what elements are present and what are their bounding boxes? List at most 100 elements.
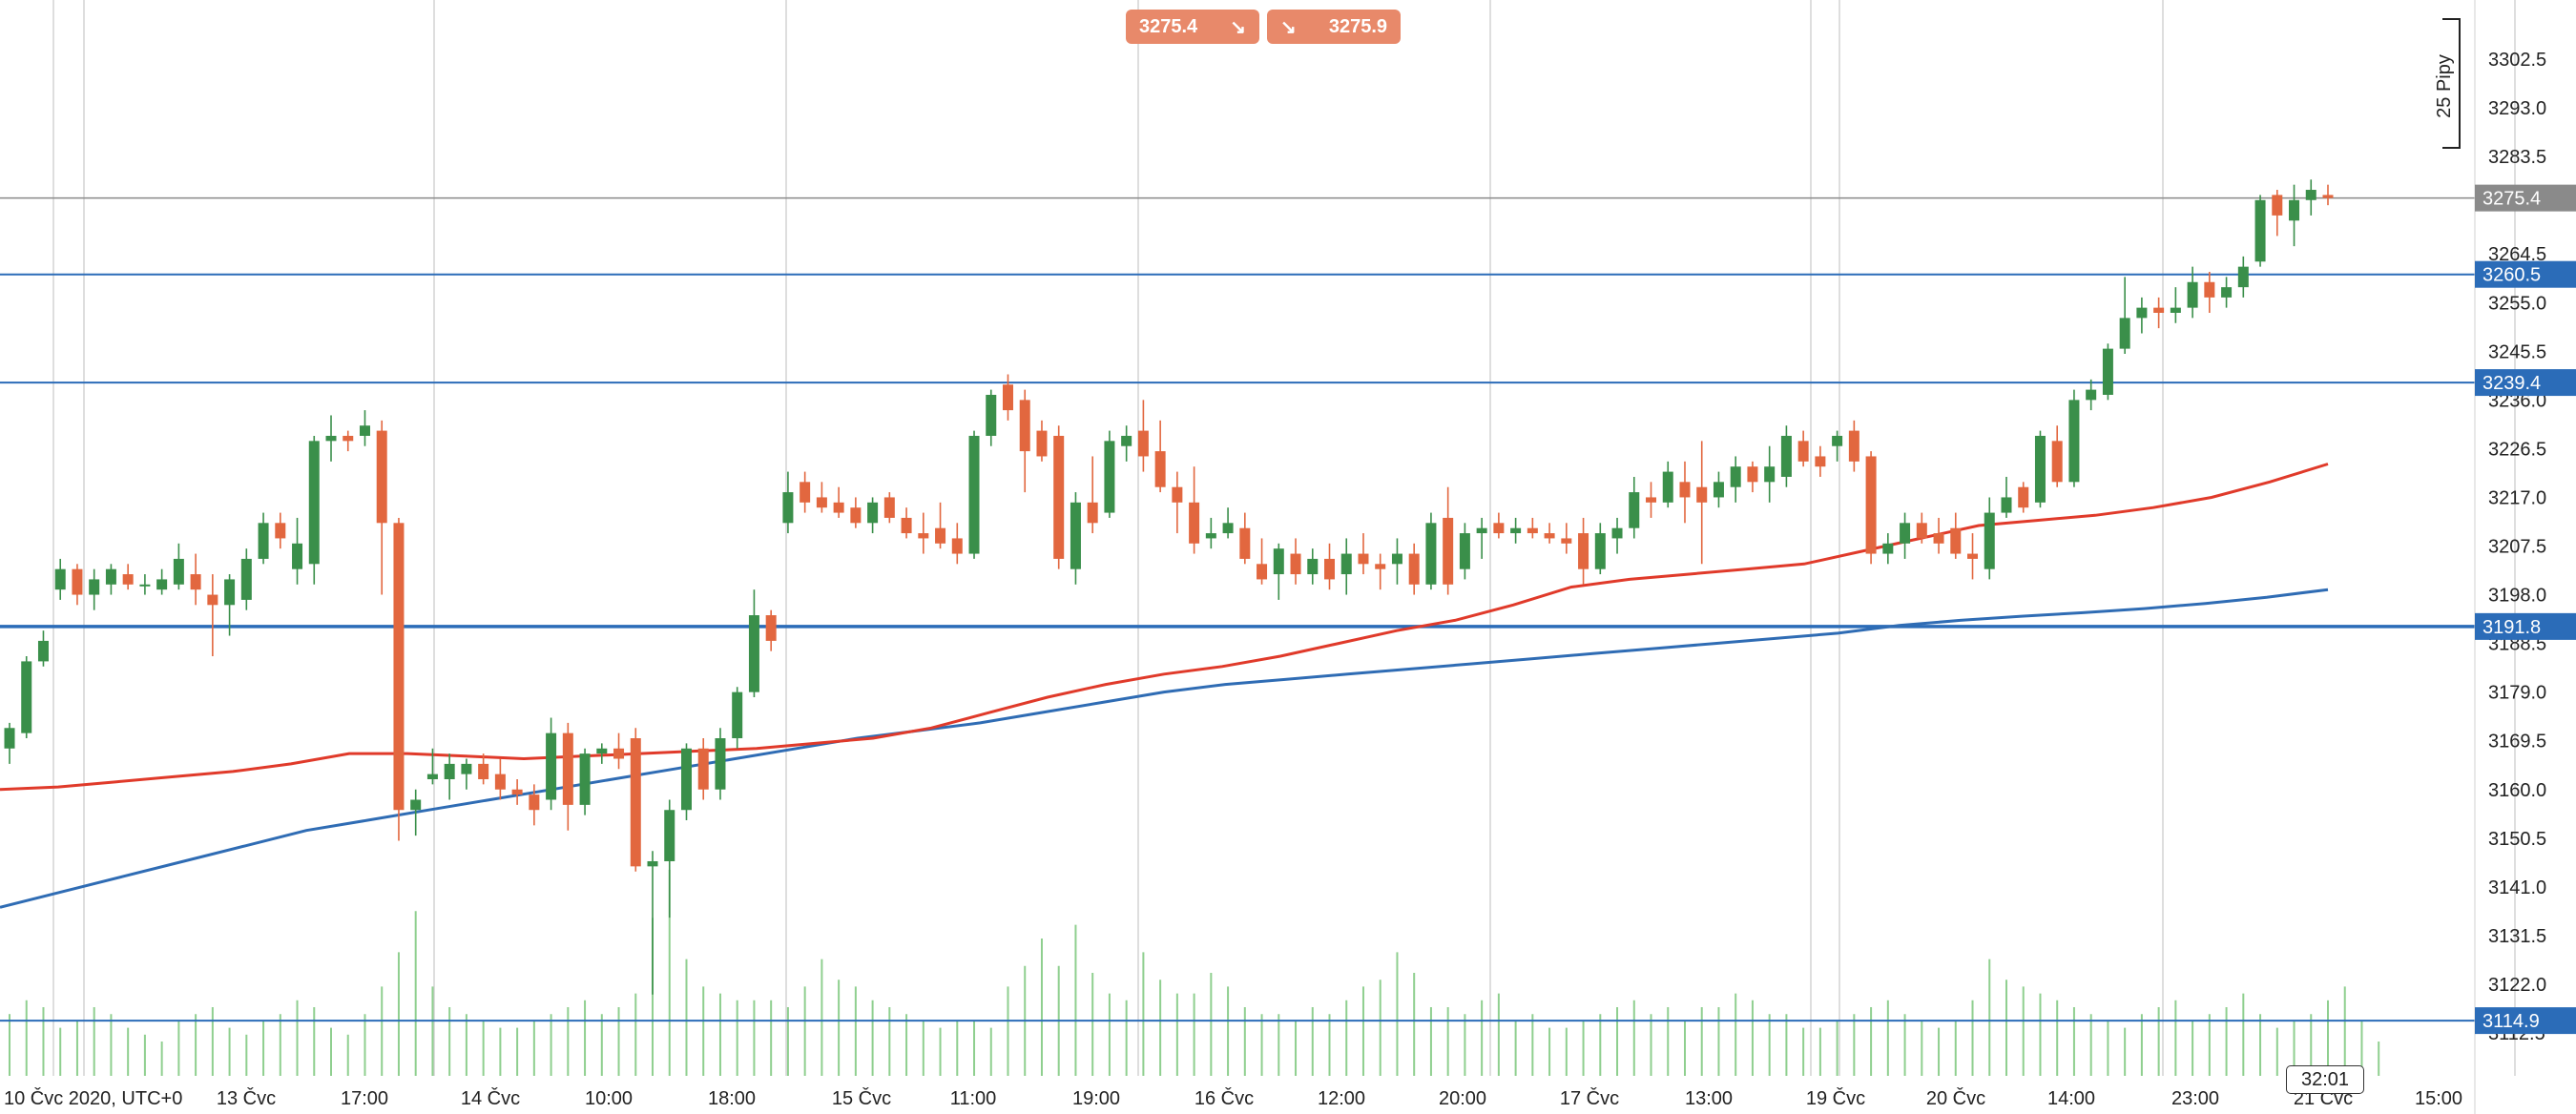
candle-body xyxy=(883,497,895,518)
timer-text: 32:01 xyxy=(2300,1068,2350,1090)
price-tag: 3191.8 xyxy=(2475,612,2576,640)
pip-ruler xyxy=(2442,18,2461,149)
candle-body xyxy=(1730,466,1741,487)
candle-body xyxy=(697,748,709,790)
candle-body xyxy=(2204,281,2215,298)
candle-body xyxy=(1375,564,1386,569)
price-tag-bg xyxy=(2475,369,2576,397)
candle-body xyxy=(1747,466,1758,483)
candle-body xyxy=(54,568,66,590)
moving-averages xyxy=(0,463,2329,909)
price-tag-bg xyxy=(2475,1007,2576,1035)
candle-body xyxy=(1036,430,1048,457)
y-tick-label: 3169.5 xyxy=(2488,732,2546,753)
candle-body xyxy=(393,523,405,811)
candle-body xyxy=(935,527,946,544)
candle-body xyxy=(1882,543,1894,554)
candle-body xyxy=(1578,533,1589,569)
candle-body xyxy=(1933,533,1944,544)
candle-body xyxy=(1459,533,1470,569)
candle-body xyxy=(72,568,83,595)
candle-body xyxy=(89,579,100,595)
candle-body xyxy=(461,763,472,774)
candle-body xyxy=(1070,502,1081,569)
candle-body xyxy=(426,774,438,780)
candle-body xyxy=(2119,318,2130,349)
x-tick-label: 17 Čvc xyxy=(1560,1087,1619,1109)
pip-ruler-text: 25 Pipy xyxy=(2433,53,2455,118)
candle-body xyxy=(1696,486,1708,503)
price-tags: 3275.4 3260.5 3239.4 3191.8 3114.9 xyxy=(2475,184,2576,1035)
candle-body xyxy=(765,615,777,641)
price-tag-label: 3239.4 xyxy=(2483,373,2541,394)
candle-body xyxy=(1764,466,1776,483)
candle-body xyxy=(359,425,370,436)
candle-body xyxy=(1984,512,1995,569)
candle-body xyxy=(1780,435,1792,477)
candle-body xyxy=(240,558,252,600)
price-tag-bg xyxy=(2475,260,2576,288)
x-tick-label: 14 Čvc xyxy=(461,1087,520,1109)
candle-body xyxy=(1425,523,1437,585)
candle-body xyxy=(376,430,387,524)
candle-body xyxy=(258,523,269,559)
candle-body xyxy=(173,558,184,585)
y-tick-label: 3302.5 xyxy=(2488,50,2546,71)
candle-body xyxy=(1646,497,1657,503)
bid-price: 3275.4 xyxy=(1139,15,1198,37)
candle-body xyxy=(529,794,540,811)
x-tick-label: 13:00 xyxy=(1685,1088,1733,1109)
candle-body xyxy=(1544,533,1555,539)
candle-body xyxy=(833,502,844,513)
candle-body xyxy=(2254,199,2266,262)
price-tag-label: 3191.8 xyxy=(2483,617,2541,638)
candle-body xyxy=(2136,307,2148,319)
candle-body xyxy=(1137,430,1149,457)
candle-body xyxy=(2034,435,2046,503)
candle-body xyxy=(1561,538,1572,544)
candle-body xyxy=(816,497,827,508)
candle-body xyxy=(1950,527,1962,554)
candle-body xyxy=(2018,486,2029,508)
y-tick-label: 3217.0 xyxy=(2488,487,2546,508)
volume-bars xyxy=(9,870,2380,1076)
ask-quote-button[interactable]: ↘ 3275.9 xyxy=(1267,10,1401,44)
candle-body xyxy=(647,860,658,867)
x-tick-label: 18:00 xyxy=(708,1088,756,1109)
x-tick-label: 23:00 xyxy=(2171,1088,2219,1109)
candle-body xyxy=(1154,451,1166,487)
x-tick-label: 14:00 xyxy=(2047,1088,2095,1109)
candle-body xyxy=(1662,471,1673,503)
candle-body xyxy=(2051,441,2063,483)
ask-arrow-icon: ↘ xyxy=(1280,16,1297,38)
candle-body xyxy=(2305,190,2316,200)
candle-body xyxy=(1510,527,1522,534)
candle-body xyxy=(901,517,912,534)
candle-body xyxy=(1172,486,1183,503)
price-tag: 3114.9 xyxy=(2475,1007,2576,1035)
x-tick-label: 15:00 xyxy=(2415,1088,2462,1109)
candle-body xyxy=(1222,523,1234,534)
candle-body xyxy=(1594,533,1606,569)
horizontal-levels[interactable] xyxy=(0,196,2475,1022)
candle-body xyxy=(4,728,15,749)
price-tag-bg xyxy=(2475,612,2576,640)
candle-body xyxy=(190,574,201,590)
candle-body xyxy=(1848,430,1859,462)
x-tick-label: 10 Čvc 2020, UTC+0 xyxy=(4,1087,182,1109)
candle-body xyxy=(1358,553,1369,565)
candle-body xyxy=(918,533,929,539)
candle-body xyxy=(2001,497,2012,513)
candle-body xyxy=(292,543,303,569)
candle-body xyxy=(343,435,354,442)
candle-body xyxy=(308,441,320,565)
bid-quote-button[interactable]: 3275.4 ↘ xyxy=(1126,10,1259,44)
candle-body xyxy=(2068,400,2080,483)
candle-body xyxy=(2221,287,2233,298)
y-tick-label: 3255.0 xyxy=(2488,293,2546,314)
candle-body xyxy=(968,435,980,554)
candle-body xyxy=(156,579,168,590)
price-tag-label: 3275.4 xyxy=(2483,189,2541,210)
candle-body xyxy=(1307,558,1319,575)
